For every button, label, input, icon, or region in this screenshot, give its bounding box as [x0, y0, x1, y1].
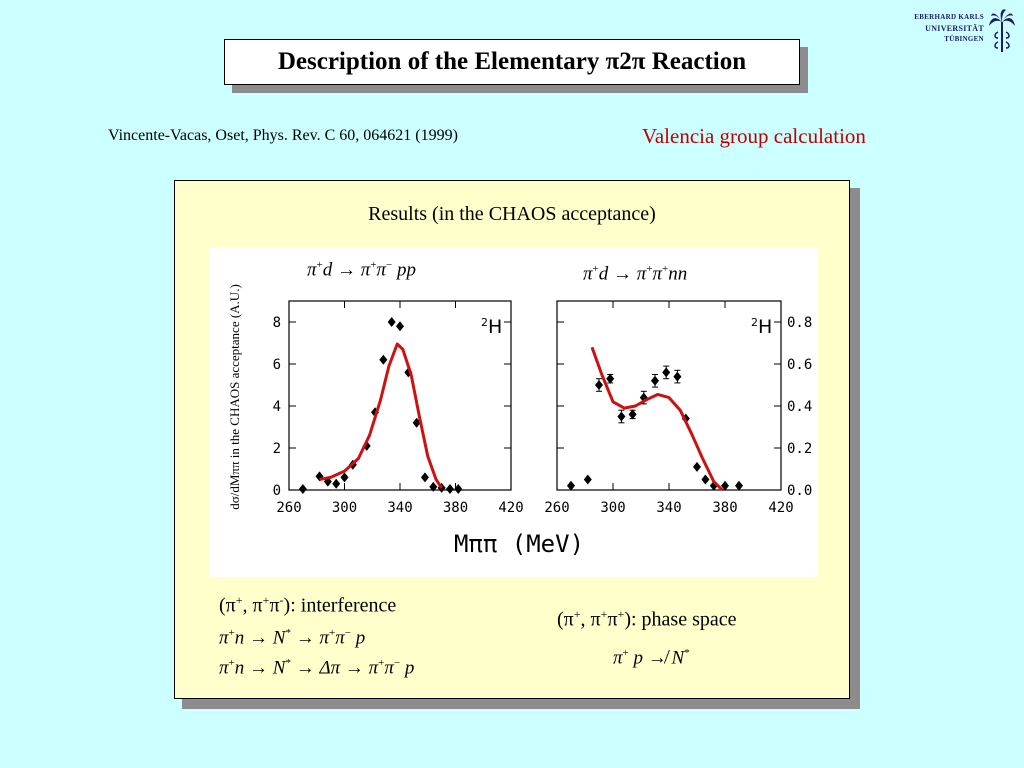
bottom-left-eq1: π+n → N* → π+π− p	[219, 627, 366, 649]
isotope-label: 2H	[481, 316, 502, 338]
data-point	[583, 474, 592, 485]
data-point	[662, 367, 671, 378]
logo-line-3: Tübingen	[944, 35, 984, 43]
y-tick-label: 0.4	[787, 399, 812, 415]
data-point	[701, 474, 710, 485]
theory-curve	[590, 346, 724, 492]
data-point	[651, 375, 659, 386]
data-point	[404, 367, 413, 378]
data-point	[445, 483, 454, 494]
group-label: Valencia group calculation	[642, 124, 866, 148]
data-point	[340, 472, 349, 483]
data-point	[429, 481, 438, 492]
y-tick-label: 0.0	[787, 483, 812, 499]
data-point	[567, 480, 575, 491]
results-panel: Results (in the CHAOS acceptance) 260 300…	[174, 180, 850, 699]
university-logo: Eberhard Karls Universität Tübingen	[880, 8, 1018, 56]
x-tick-label: 340	[656, 500, 681, 516]
x-tick-label: 340	[387, 500, 412, 516]
data-point	[396, 321, 404, 332]
bottom-right-eq1: π+ p ↛ N*	[613, 647, 690, 669]
x-tick-label: 420	[768, 500, 793, 516]
x-tick-label: 380	[443, 500, 468, 516]
isotope-label: 2H	[751, 316, 772, 338]
y-tick-label: 0	[273, 483, 281, 499]
y-tick-label: 6	[273, 357, 281, 373]
y-tick-label: 0.8	[787, 315, 812, 331]
plot-area: 260 300 340 380 420 0 2 4 6 8 2H 260 300 340 380 420 0.0…	[209, 247, 818, 577]
y-axis-label: dσ/dMππ in the CHAOS acceptance (A.U.)	[227, 284, 242, 510]
y-tick-label: 0.2	[787, 441, 812, 457]
y-tick-label: 8	[273, 315, 281, 331]
x-tick-label: 260	[276, 500, 301, 516]
data-point	[628, 409, 637, 420]
data-point	[420, 472, 429, 483]
chart-1-title: π+d → π+π− pp	[307, 259, 416, 281]
logo-line-1: Eberhard Karls	[914, 13, 984, 21]
data-point	[412, 417, 421, 428]
x-tick-label: 420	[498, 500, 523, 516]
data-point	[387, 317, 396, 327]
data-point	[595, 380, 603, 390]
palm-tree-icon	[989, 9, 1015, 52]
bottom-left-eq2: π+n → N* → Δπ → π+π− p	[219, 657, 415, 679]
x-axis-label: Mππ (MeV)	[454, 530, 584, 558]
data-point	[379, 354, 388, 365]
data-point	[693, 461, 701, 472]
x-tick-label: 300	[600, 500, 625, 516]
data-point	[332, 478, 341, 489]
bottom-left-caption: (π+, π+π-): interference	[219, 593, 397, 617]
logo-text: Eberhard Karls Universität Tübingen	[880, 12, 984, 45]
data-point	[298, 483, 307, 494]
plot-frame-2	[556, 300, 782, 491]
y-tick-label: 2	[273, 441, 281, 457]
theory-curve	[319, 342, 443, 489]
y-tick-label: 4	[273, 399, 281, 415]
citation: Vincente-Vacas, Oset, Phys. Rev. C 60, 0…	[108, 127, 458, 144]
x-tick-label: 380	[712, 500, 737, 516]
y-tick-label: 0.6	[787, 357, 812, 373]
x-tick-label: 300	[332, 500, 357, 516]
data-point	[606, 373, 615, 384]
bottom-right-caption: (π+, π+π+): phase space	[557, 607, 737, 631]
results-title: Results (in the CHAOS acceptance)	[368, 203, 656, 225]
data-point	[673, 371, 682, 382]
data-point	[709, 480, 718, 491]
logo-line-2: Universität	[925, 24, 984, 33]
data-point	[617, 411, 626, 422]
chart-2-title: π+d → π+π+nn	[583, 263, 688, 285]
data-point	[454, 483, 463, 494]
slide-title: Description of the Elementary π2π Reacti…	[224, 39, 800, 85]
data-point	[735, 480, 743, 491]
data-point	[721, 480, 729, 491]
x-tick-label: 260	[544, 500, 569, 516]
